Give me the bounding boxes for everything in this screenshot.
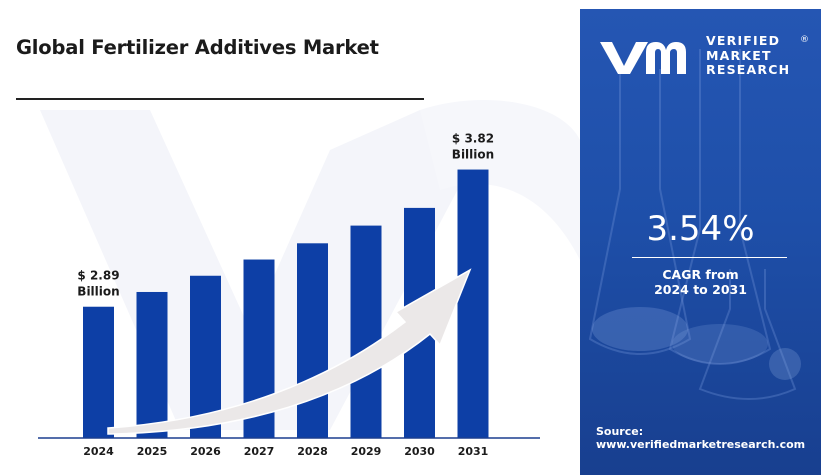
x-tick-label-2031: 2031 — [458, 445, 489, 458]
data-label-value-2031: $ 3.82 — [452, 132, 494, 146]
x-tick-label-2024: 2024 — [83, 445, 114, 458]
bar-2024 — [83, 306, 114, 438]
growth-trend-arrow — [107, 268, 472, 435]
chart-title: Global Fertilizer Additives Market — [16, 36, 379, 59]
x-tick-label-2025: 2025 — [137, 445, 168, 458]
bar-2029 — [350, 225, 382, 438]
brand-line-1: VERIFIED — [706, 33, 781, 48]
bar-2028 — [297, 243, 328, 438]
cagr-divider — [632, 257, 787, 258]
registered-mark: ® — [800, 35, 809, 45]
x-tick-label-2029: 2029 — [351, 445, 382, 458]
source-note: Source: www.verifiedmarketresearch.com — [596, 425, 805, 451]
chart-panel: Global Fertilizer Additives Market 2024 2… — [16, 36, 540, 458]
source-label: Source: — [596, 425, 644, 438]
bar-2025 — [136, 291, 168, 438]
title-divider — [16, 98, 424, 100]
brand-line-3: RESEARCH — [706, 62, 791, 77]
cagr-value: 3.54% — [646, 209, 755, 249]
data-label-value-2024: $ 2.89 — [77, 269, 119, 283]
cagr-label-line-1: CAGR from — [662, 267, 739, 282]
bar-2031 — [457, 169, 489, 439]
lab-glassware-background — [588, 49, 801, 400]
x-tick-label-2028: 2028 — [297, 445, 328, 458]
x-tick-label-2030: 2030 — [404, 445, 435, 458]
brand-logo: VERIFIED MARKET RESEARCH — [598, 33, 808, 94]
x-tick-label-2026: 2026 — [190, 445, 221, 458]
cagr-label-line-2: 2024 to 2031 — [654, 282, 747, 297]
cagr-label: CAGR from 2024 to 2031 — [580, 267, 821, 297]
data-label-unit-2024: Billion — [77, 285, 119, 299]
brand-name: VERIFIED MARKET RESEARCH — [706, 33, 791, 78]
brand-line-2: MARKET — [706, 47, 772, 63]
x-tick-label-2027: 2027 — [244, 445, 275, 458]
bar-chart: 2024 2025 2026 2027 2028 2029 2030 2031 $ 2.89 Bi… — [38, 132, 540, 458]
data-label-unit-2031: Billion — [452, 148, 494, 162]
source-url: www.verifiedmarketresearch.com — [596, 438, 806, 451]
vmr-logo-icon — [600, 42, 686, 74]
info-panel: VERIFIED MARKET RESEARCH ® 3.54% CAGR fr… — [580, 9, 821, 475]
